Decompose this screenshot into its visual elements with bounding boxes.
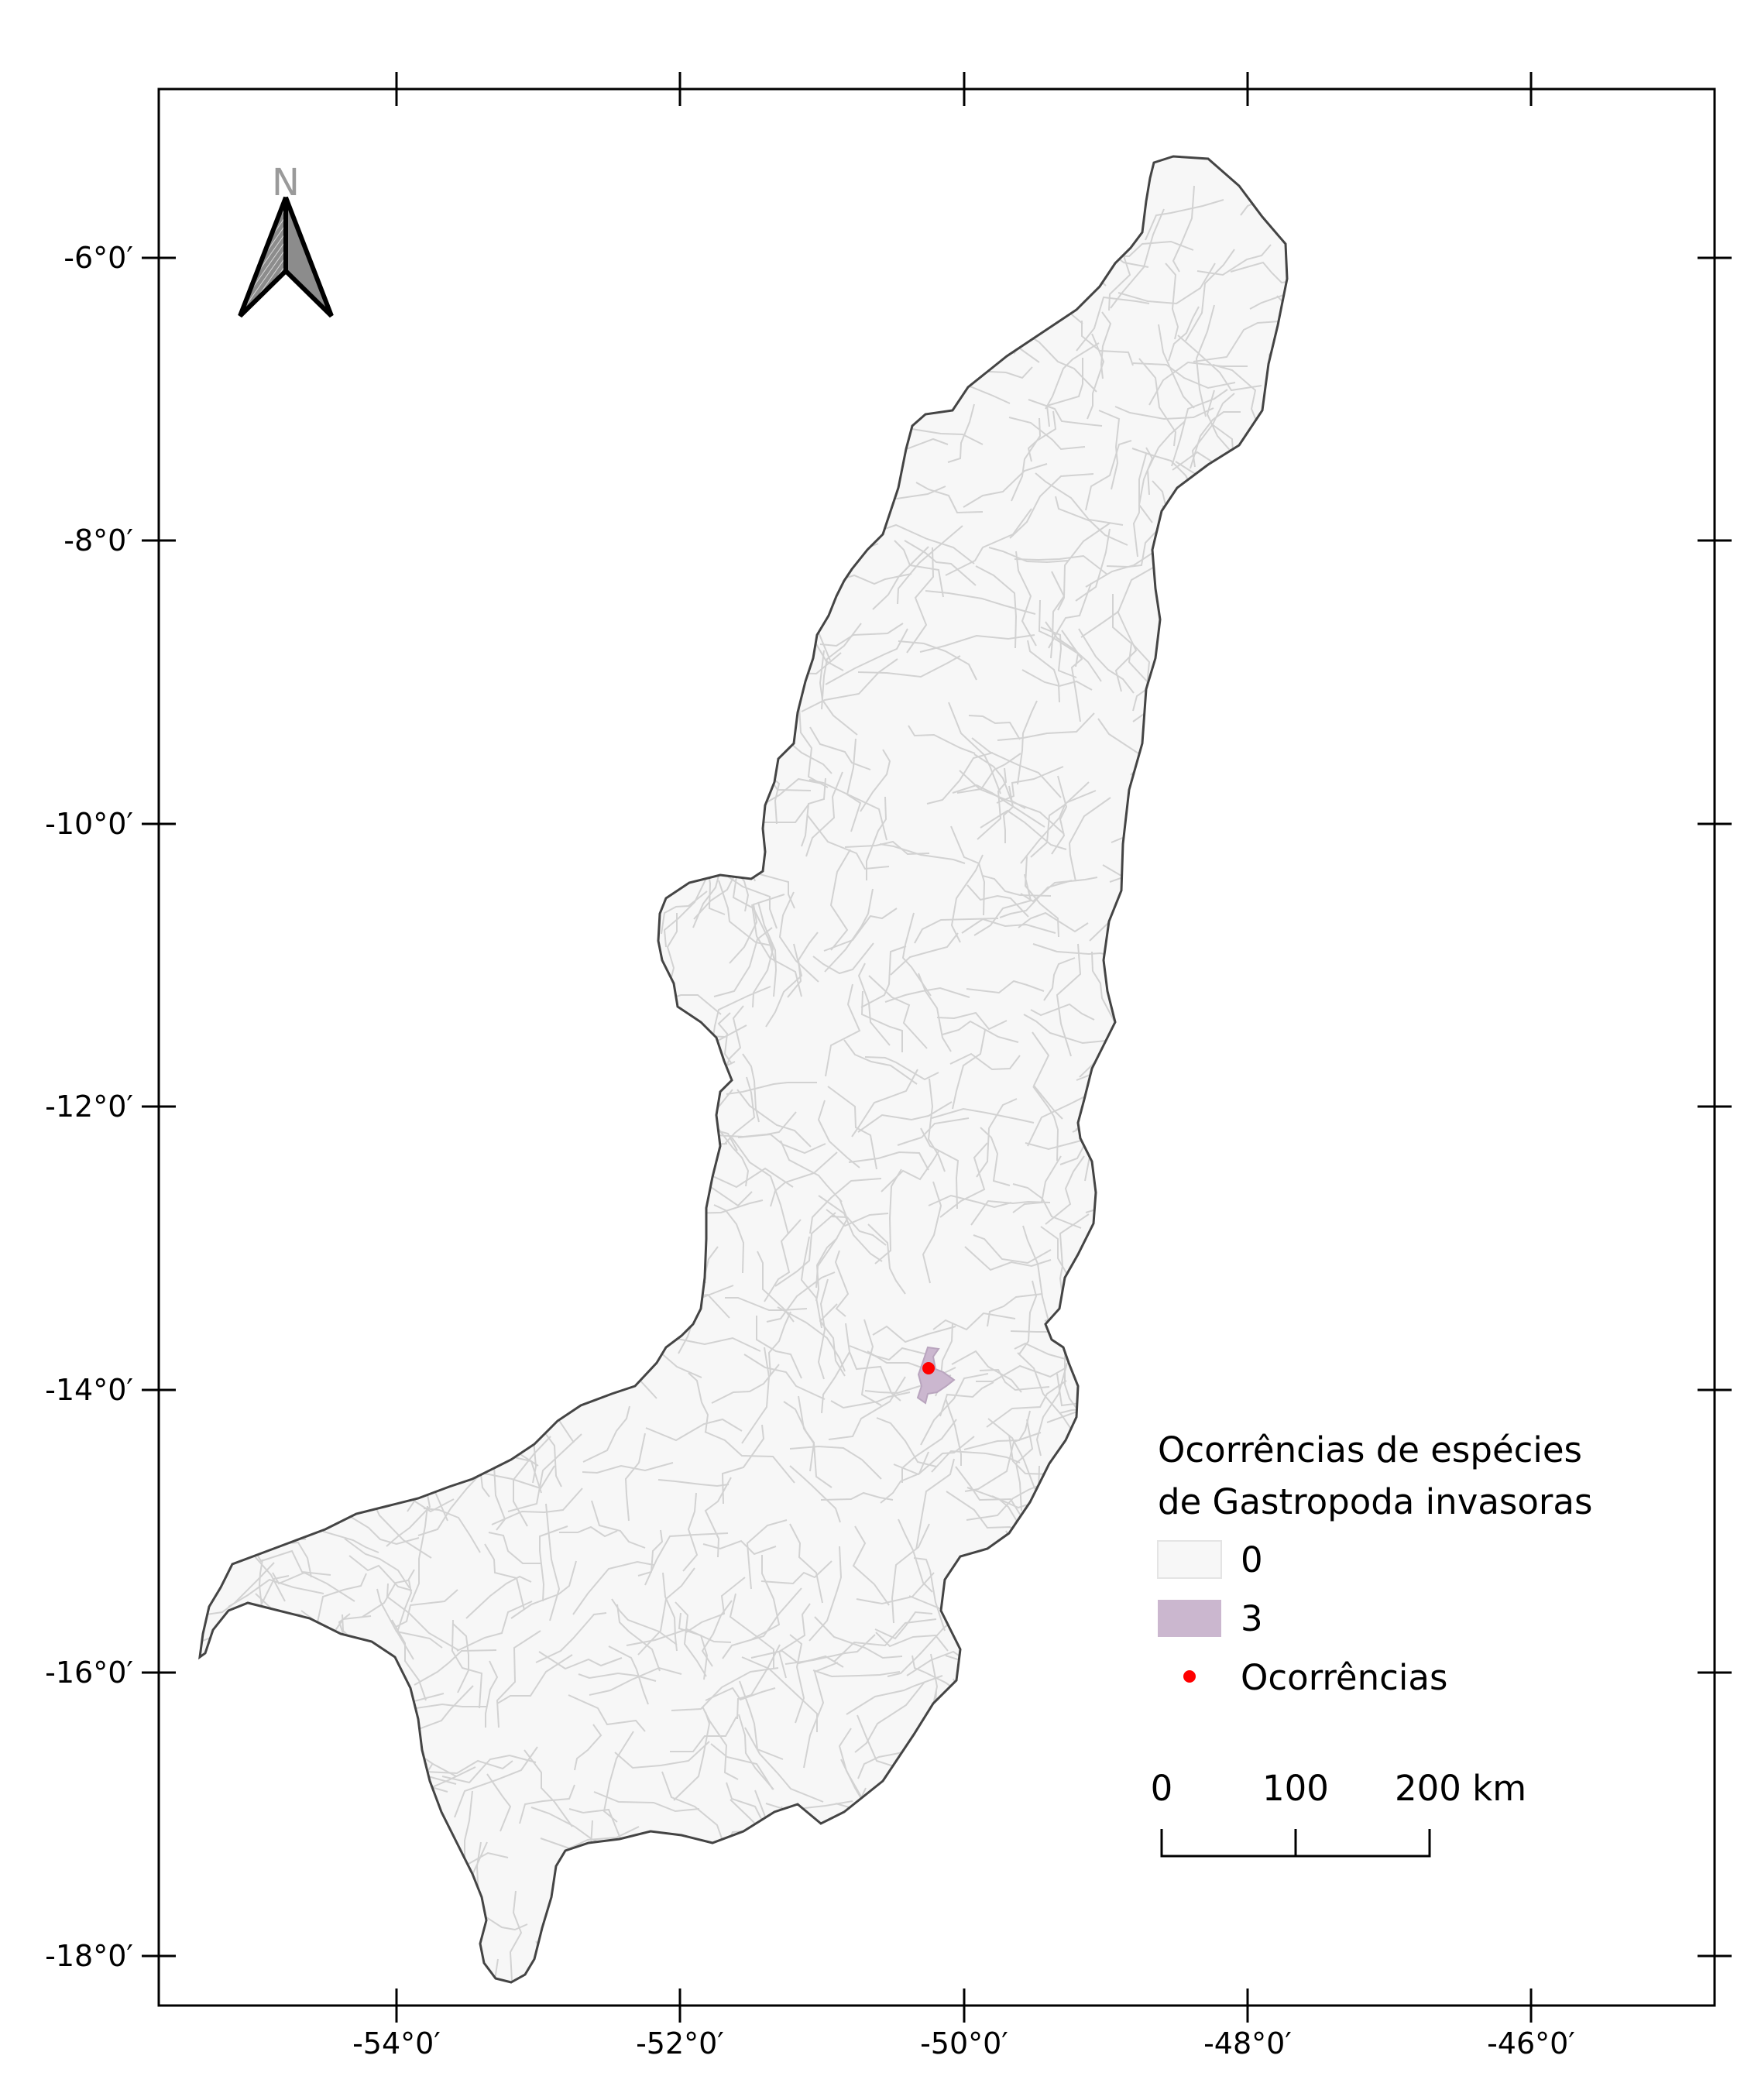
- north-label: N: [272, 161, 300, 204]
- graticule-ticks: [142, 72, 1732, 2023]
- lon-label: -46°0′: [1487, 2026, 1575, 2061]
- map-frame: [157, 88, 1716, 2007]
- legend-label-0: 0: [1241, 1539, 1263, 1580]
- scale-label-100: 100: [1262, 1768, 1329, 1809]
- legend-swatch-0: [1157, 1540, 1222, 1579]
- lat-label: -18°0′: [45, 1939, 133, 1973]
- lat-label: -10°0′: [45, 807, 133, 841]
- scale-label-0: 0: [1151, 1768, 1173, 1809]
- legend-label-occurrences: Ocorrências: [1241, 1657, 1447, 1698]
- river-basin-outline: [198, 155, 1289, 1984]
- lat-label: -6°0′: [64, 241, 133, 275]
- lon-label: -52°0′: [636, 2026, 724, 2061]
- highlighted-sub-basin: [916, 1346, 956, 1405]
- scale-bar: 0 100 200 km: [1151, 1768, 1526, 1858]
- lat-label: -8°0′: [64, 523, 133, 558]
- river-basin-polygon: [200, 156, 1287, 1982]
- legend-swatch-3: [1158, 1600, 1221, 1637]
- lat-label: -14°0′: [45, 1373, 133, 1407]
- lon-label: -54°0′: [352, 2026, 441, 2061]
- lon-label: -50°0′: [920, 2026, 1008, 2061]
- legend-occurrence-symbol: [1183, 1670, 1196, 1683]
- lon-label: -48°0′: [1203, 2026, 1292, 2061]
- north-arrow-icon: N: [238, 161, 334, 318]
- occurrence-point: [922, 1362, 935, 1374]
- scale-label-200: 200 km: [1395, 1768, 1526, 1809]
- legend-title-line1: Ocorrências de espécies: [1158, 1429, 1582, 1470]
- lat-label: -12°0′: [45, 1089, 133, 1124]
- legend: Ocorrências de espécies de Gastropoda in…: [1157, 1429, 1592, 1698]
- legend-title-line2: de Gastropoda invasoras: [1158, 1481, 1592, 1522]
- legend-label-3: 3: [1241, 1598, 1263, 1639]
- lat-label: -16°0′: [45, 1656, 133, 1690]
